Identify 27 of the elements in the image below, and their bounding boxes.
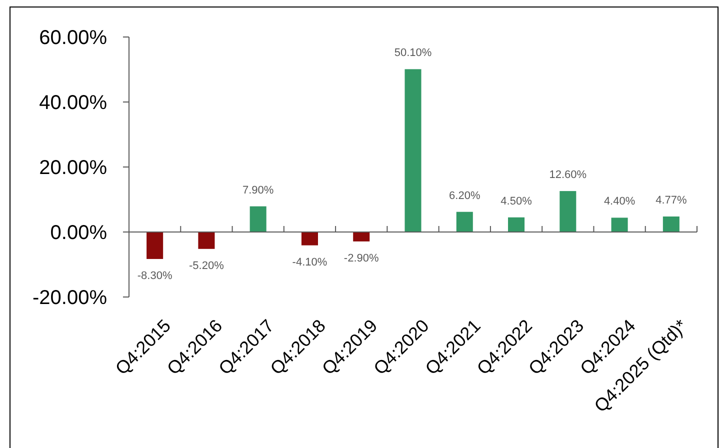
bar: [353, 232, 370, 242]
bar: [250, 206, 266, 232]
y-tick-label: -20.00%: [32, 287, 108, 309]
bar: [301, 232, 318, 246]
data-label: 7.90%: [242, 184, 274, 196]
data-label: 4.40%: [604, 196, 636, 208]
bar: [146, 232, 164, 259]
y-tick-label: 20.00%: [39, 157, 108, 179]
data-label: 12.60%: [549, 169, 587, 182]
bar: [662, 216, 680, 232]
data-label: -4.10%: [292, 256, 328, 268]
data-label: -2.90%: [344, 252, 380, 264]
bar: [198, 232, 215, 249]
data-label: 4.50%: [500, 195, 532, 208]
bar: [611, 218, 628, 232]
bar: [508, 217, 525, 232]
data-label: 50.10%: [394, 47, 432, 60]
y-tick-label: 40.00%: [39, 92, 108, 114]
bar: [404, 69, 422, 232]
data-label: 4.77%: [656, 194, 687, 206]
data-label: -5.20%: [189, 260, 224, 272]
data-label: -8.30%: [137, 270, 172, 282]
bar: [560, 191, 576, 232]
data-label: 6.20%: [449, 190, 480, 202]
y-tick-label: 0.00%: [50, 222, 108, 244]
y-tick-label: 60.00%: [39, 27, 108, 49]
bar: [456, 212, 473, 232]
